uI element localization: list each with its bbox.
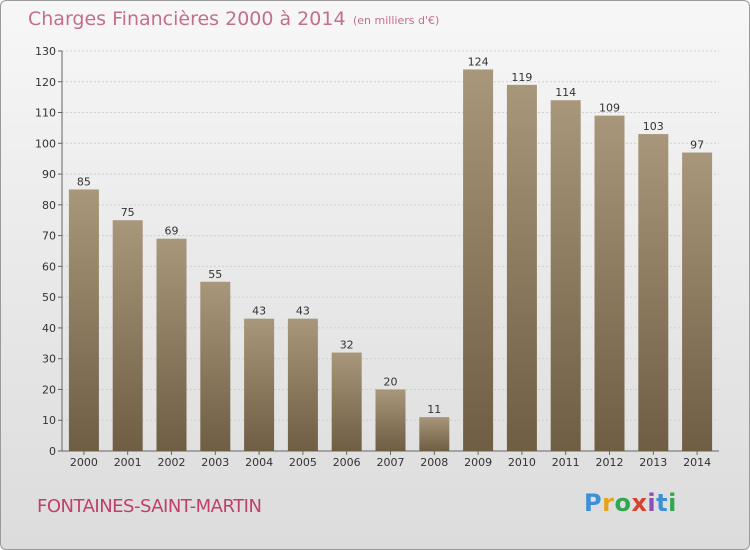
- chart-title: Charges Financières 2000 à 2014: [28, 8, 346, 30]
- x-tick-label: 2009: [464, 456, 492, 469]
- y-tick-label: 30: [42, 353, 56, 366]
- bar: [156, 238, 187, 451]
- y-tick-label: 130: [35, 45, 56, 58]
- y-tick-label: 70: [42, 230, 56, 243]
- x-tick-label: 2002: [158, 456, 186, 469]
- bar: [550, 100, 581, 451]
- bar: [419, 417, 450, 451]
- y-tick-label: 0: [49, 445, 56, 458]
- bar-value-label: 109: [599, 102, 620, 115]
- bar-value-label: 119: [511, 71, 532, 84]
- bar-value-label: 11: [427, 403, 441, 416]
- y-tick-label: 80: [42, 199, 56, 212]
- y-tick-label: 60: [42, 260, 56, 273]
- bar: [594, 115, 625, 451]
- bar: [638, 134, 669, 452]
- x-tick-label: 2012: [596, 456, 624, 469]
- bar: [331, 352, 362, 451]
- x-tick-label: 2006: [333, 456, 361, 469]
- y-tick-label: 10: [42, 414, 56, 427]
- x-tick-label: 2000: [70, 456, 98, 469]
- y-tick-label: 100: [35, 137, 56, 150]
- y-tick-label: 50: [42, 291, 56, 304]
- bar-value-label: 85: [77, 175, 91, 188]
- x-tick-label: 2003: [201, 456, 229, 469]
- x-tick-label: 2014: [683, 456, 711, 469]
- bar-value-label: 97: [690, 139, 704, 152]
- y-tick-label: 40: [42, 322, 56, 335]
- bar: [200, 281, 231, 451]
- bar: [682, 152, 713, 452]
- y-tick-label: 20: [42, 383, 56, 396]
- y-tick-label: 110: [35, 107, 56, 120]
- x-tick-label: 2001: [114, 456, 142, 469]
- bar-value-label: 103: [643, 120, 664, 133]
- bar-value-label: 55: [208, 268, 222, 281]
- y-tick-label: 120: [35, 76, 56, 89]
- chart-subtitle: (en milliers d'€): [353, 14, 440, 27]
- y-tick-label: 90: [42, 168, 56, 181]
- commune-name: FONTAINES-SAINT-MARTIN: [37, 496, 262, 517]
- bar-value-label: 32: [340, 339, 354, 352]
- bar-value-label: 20: [384, 375, 398, 388]
- x-tick-label: 2007: [377, 456, 405, 469]
- x-tick-label: 2005: [289, 456, 317, 469]
- bar: [506, 84, 537, 451]
- bar: [463, 69, 494, 451]
- x-tick-label: 2010: [508, 456, 536, 469]
- bar-value-label: 114: [555, 86, 576, 99]
- proxiti-logo: Proxiti: [584, 489, 677, 517]
- bar: [244, 318, 275, 451]
- bar-value-label: 43: [296, 305, 310, 318]
- bar-value-label: 43: [252, 305, 266, 318]
- bar-value-label: 124: [468, 55, 489, 68]
- bar: [375, 389, 406, 451]
- x-tick-label: 2004: [245, 456, 273, 469]
- x-tick-label: 2013: [639, 456, 667, 469]
- bar: [287, 318, 318, 451]
- bar: [68, 189, 99, 451]
- bar: [112, 220, 143, 451]
- bar-value-label: 69: [165, 225, 179, 238]
- x-tick-label: 2011: [552, 456, 580, 469]
- x-tick-label: 2008: [420, 456, 448, 469]
- bar-value-label: 75: [121, 206, 135, 219]
